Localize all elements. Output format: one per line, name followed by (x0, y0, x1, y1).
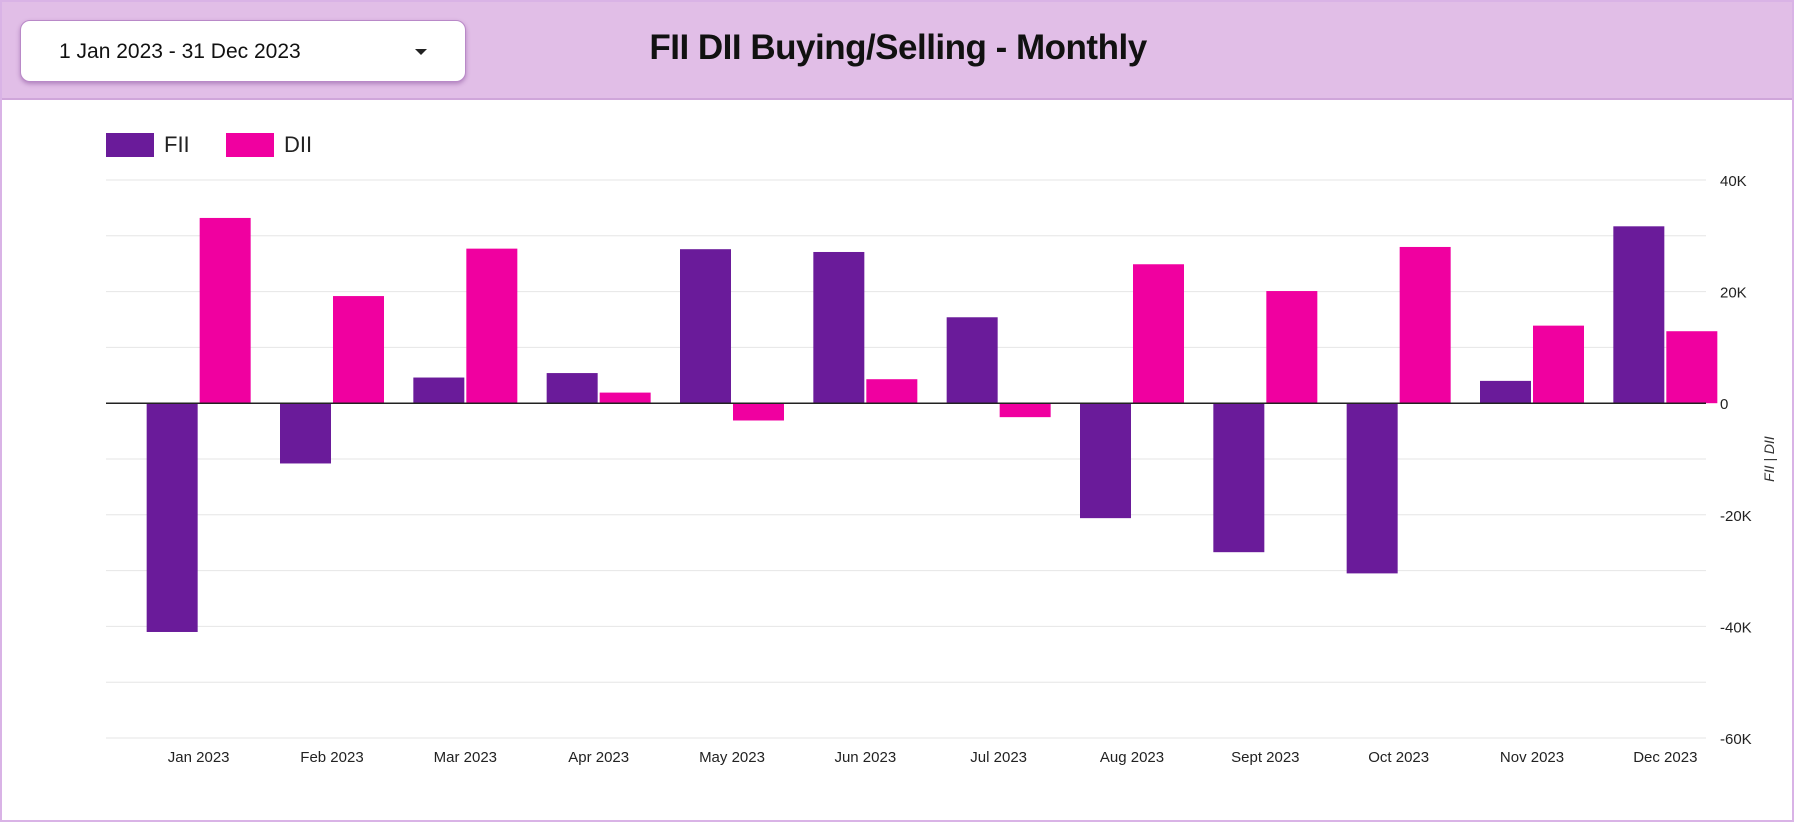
bar-fii[interactable] (1480, 380, 1531, 404)
date-range-picker[interactable]: 1 Jan 2023 - 31 Dec 2023 (20, 20, 466, 82)
legend-label-fii: FII (164, 132, 190, 157)
bar-fii[interactable] (1213, 403, 1265, 553)
x-tick-label: Jan 2023 (168, 749, 230, 766)
bar-fii[interactable] (1080, 403, 1131, 519)
bar-dii[interactable] (466, 248, 518, 404)
y-tick-label: 20K (1720, 285, 1747, 302)
header-bar: 1 Jan 2023 - 31 Dec 2023 FII DII Buying/… (2, 2, 1792, 100)
caret-down-icon[interactable] (415, 49, 427, 55)
y-tick-label: -60K (1720, 731, 1752, 748)
x-tick-label: Nov 2023 (1500, 749, 1564, 766)
chart-area: 40K 20K 0 -20K -40K -60K FII | DII Jan 2023 Feb … (2, 100, 1792, 820)
bar-fii[interactable] (1613, 226, 1665, 404)
y-tick-label: -20K (1720, 508, 1752, 525)
legend-label-dii: DII (284, 132, 312, 157)
bar-dii[interactable] (1133, 264, 1184, 404)
bar-fii[interactable] (146, 403, 198, 632)
bar-chart: 40K 20K 0 -20K -40K -60K FII | DII Jan 2023 Feb … (106, 132, 1777, 766)
legend-swatch-dii (226, 133, 274, 157)
date-range-label: 1 Jan 2023 - 31 Dec 2023 (59, 40, 301, 63)
legend-swatch-fii (106, 133, 154, 157)
bar-dii[interactable] (333, 296, 384, 404)
x-tick-label: May 2023 (699, 749, 765, 766)
bar-dii[interactable] (1399, 246, 1451, 404)
x-tick-label: Dec 2023 (1633, 749, 1697, 766)
bar-dii[interactable] (199, 217, 251, 404)
x-tick-label: Aug 2023 (1100, 749, 1164, 766)
bar-dii[interactable] (1533, 325, 1584, 404)
bar-fii[interactable] (946, 317, 998, 404)
bar-dii[interactable] (599, 392, 651, 404)
bar-fii[interactable] (413, 377, 465, 404)
y-axis-label: FII | DII (1761, 436, 1777, 482)
x-tick-label: Oct 2023 (1368, 749, 1429, 766)
x-tick-label: Jul 2023 (970, 749, 1027, 766)
y-tick-label: 40K (1720, 173, 1747, 190)
x-tick-label: Mar 2023 (434, 749, 497, 766)
bar-dii[interactable] (733, 403, 784, 421)
bar-dii[interactable] (999, 403, 1051, 418)
bar-fii[interactable] (813, 251, 865, 404)
x-tick-label: Feb 2023 (300, 749, 363, 766)
y-tick-label: -40K (1720, 619, 1752, 636)
bar-dii[interactable] (866, 379, 918, 404)
bar-fii[interactable] (546, 373, 598, 404)
y-tick-label: 0 (1720, 396, 1728, 413)
bar-fii[interactable] (280, 403, 331, 464)
page-title: FII DII Buying/Selling - Monthly (649, 28, 1147, 67)
x-tick-label: Sept 2023 (1231, 749, 1299, 766)
bar-fii[interactable] (1346, 403, 1398, 574)
bar-dii[interactable] (1266, 291, 1318, 404)
bar-dii[interactable] (1666, 331, 1718, 404)
x-tick-label: Jun 2023 (834, 749, 896, 766)
bar-fii[interactable] (680, 249, 731, 404)
x-tick-label: Apr 2023 (568, 749, 629, 766)
